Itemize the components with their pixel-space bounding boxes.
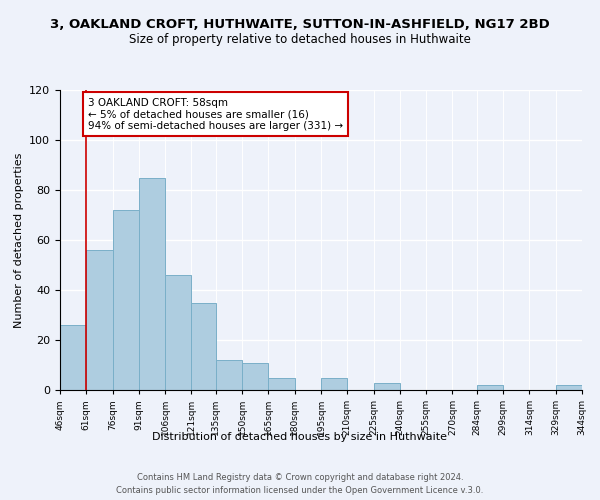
- Bar: [268, 378, 295, 390]
- Bar: [86, 250, 113, 390]
- Bar: [477, 385, 503, 390]
- Text: Contains public sector information licensed under the Open Government Licence v.: Contains public sector information licen…: [116, 486, 484, 495]
- Bar: [191, 302, 216, 390]
- Text: Size of property relative to detached houses in Huthwaite: Size of property relative to detached ho…: [129, 32, 471, 46]
- Bar: [216, 360, 242, 390]
- Bar: [165, 275, 191, 390]
- Bar: [242, 362, 268, 390]
- Bar: [556, 385, 582, 390]
- Bar: [113, 210, 139, 390]
- Text: 3 OAKLAND CROFT: 58sqm
← 5% of detached houses are smaller (16)
94% of semi-deta: 3 OAKLAND CROFT: 58sqm ← 5% of detached …: [88, 98, 343, 130]
- Text: Distribution of detached houses by size in Huthwaite: Distribution of detached houses by size …: [152, 432, 448, 442]
- Bar: [321, 378, 347, 390]
- Bar: [60, 325, 86, 390]
- Text: 3, OAKLAND CROFT, HUTHWAITE, SUTTON-IN-ASHFIELD, NG17 2BD: 3, OAKLAND CROFT, HUTHWAITE, SUTTON-IN-A…: [50, 18, 550, 30]
- Text: Contains HM Land Registry data © Crown copyright and database right 2024.: Contains HM Land Registry data © Crown c…: [137, 472, 463, 482]
- Bar: [374, 382, 400, 390]
- Y-axis label: Number of detached properties: Number of detached properties: [14, 152, 23, 328]
- Bar: [139, 178, 165, 390]
